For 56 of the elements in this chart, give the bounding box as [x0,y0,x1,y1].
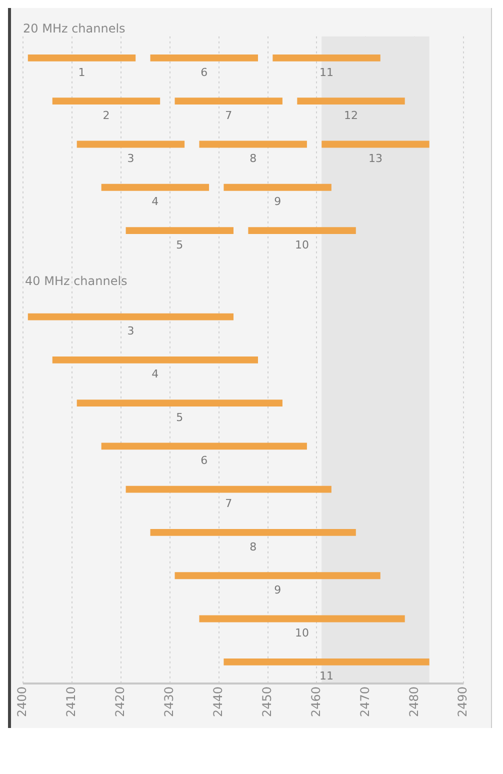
annotation: 5 [176,410,184,424]
bar [174,98,282,105]
annotation: 2 [102,108,110,122]
annotation: 3 [127,152,134,166]
bar [272,54,380,62]
x-tick-label: 2470 [358,686,372,718]
annotation: 8 [250,152,257,166]
annotation: 7 [225,497,232,510]
bar [28,313,234,320]
annotation: 12 [344,108,358,122]
annotation: 1 [78,66,86,79]
x-tick-label: 2420 [113,686,128,718]
x-tick-label: 2430 [162,686,176,718]
annotation: 10 [295,238,310,252]
annotation: 6 [200,66,208,79]
x-tick-label: 2450 [260,686,274,718]
bar [101,442,307,450]
annotation: 8 [250,540,257,554]
annotation: 40 MHz channels [25,274,128,288]
bar [199,140,307,148]
bar [101,184,210,191]
bar [322,140,430,148]
annotation: 6 [200,454,208,468]
bar [199,615,405,622]
annotation: 3 [127,324,134,338]
x-tick-label: 2460 [308,686,323,718]
bar [150,54,258,62]
bar [126,227,234,234]
annotation: 4 [152,368,159,381]
chart-title: 20 MHz channels [23,21,126,36]
annotation: 10 [295,626,310,640]
x-tick-label: 2480 [406,686,421,718]
bar [224,658,430,666]
bar [248,227,356,234]
bar [126,486,332,493]
bar [52,356,258,364]
annotation: 5 [176,238,184,252]
bar [28,54,136,62]
x-tick-label: 2440 [210,686,225,718]
bar [297,98,405,105]
annotation: 9 [274,583,282,596]
x-tick-label: 2410 [64,686,78,718]
annotation: 11 [320,66,334,79]
annotation: 13 [368,152,382,166]
annotation: 7 [225,108,232,122]
bar [76,140,185,148]
annotation: 4 [152,195,159,208]
bar [52,98,160,105]
bar [76,400,282,407]
x-tick-label: 2400 [15,686,30,718]
annotation: 9 [274,195,282,208]
annotation: 11 [320,670,334,683]
bar [174,572,380,580]
bar [150,529,356,536]
bar [224,184,332,191]
x-tick-label: 2490 [456,686,470,718]
